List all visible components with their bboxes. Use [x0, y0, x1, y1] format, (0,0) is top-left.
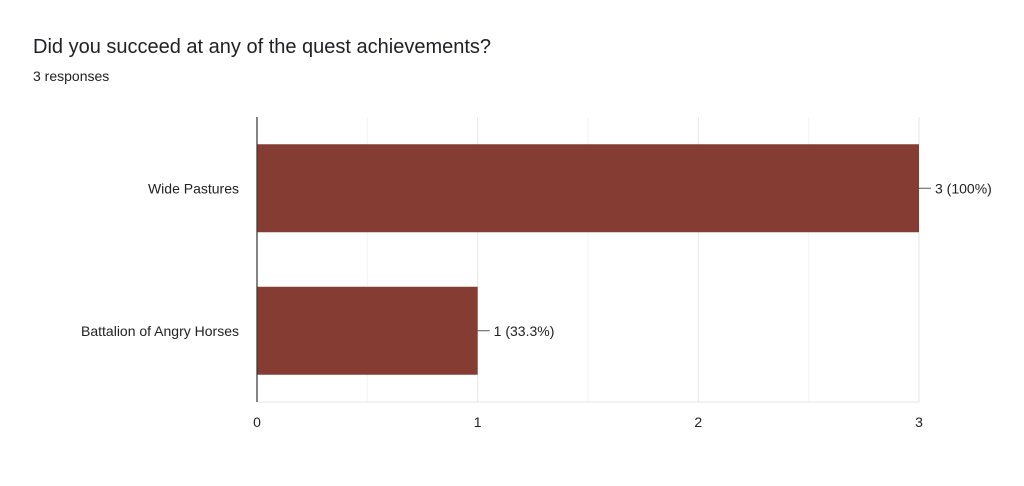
x-tick-label: 1 [474, 414, 482, 430]
question-title: Did you succeed at any of the quest achi… [33, 36, 492, 58]
axes: 0 1 2 3 [253, 117, 923, 430]
response-count: 3 responses [33, 68, 110, 84]
data-label: 3 (100%) [935, 180, 992, 196]
bar[interactable] [257, 286, 478, 375]
bar[interactable] [257, 144, 919, 233]
data-label: 1 (33.3%) [494, 323, 555, 339]
x-tick-label: 3 [915, 414, 923, 430]
x-tick-label: 2 [694, 414, 702, 430]
category-label: Battalion of Angry Horses [81, 323, 239, 339]
bars [257, 144, 919, 375]
x-tick-label: 0 [253, 414, 261, 430]
labels: 3 (100%) Wide Pastures 1 (33.3%) Battalion … [81, 180, 992, 339]
category-label: Wide Pastures [148, 180, 239, 196]
